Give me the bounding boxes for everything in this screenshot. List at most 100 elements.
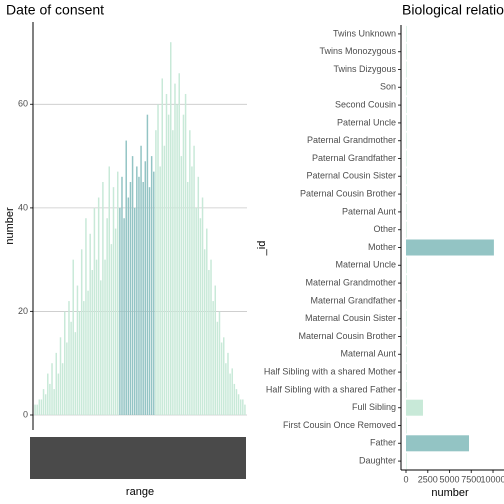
- bar: [222, 337, 225, 415]
- bar: [182, 114, 185, 415]
- x-tick-label: 5000: [440, 474, 460, 484]
- bar: [89, 233, 91, 415]
- y-tick-label: Maternal Cousin Brother: [298, 331, 396, 341]
- y-tick-label: Maternal Cousin Sister: [305, 313, 396, 323]
- y-axis-title: _id: [256, 241, 268, 257]
- bar: [68, 301, 70, 415]
- bar: [237, 394, 240, 415]
- bar: [136, 166, 138, 415]
- y-tick-label: Second Cousin: [335, 99, 396, 109]
- bar: [112, 187, 115, 415]
- bar: [70, 321, 72, 415]
- bar: [406, 399, 423, 416]
- bar: [61, 363, 64, 415]
- bar: [146, 114, 149, 415]
- bar: [406, 61, 407, 78]
- bar: [42, 389, 45, 415]
- y-tick-label: Son: [380, 82, 396, 92]
- bar: [406, 239, 494, 256]
- bar: [189, 130, 191, 415]
- bar: [85, 218, 87, 415]
- y-tick-label: Other: [373, 224, 396, 234]
- x-tick-label: 10000: [481, 474, 504, 484]
- bar: [129, 181, 132, 415]
- bar: [100, 280, 102, 415]
- bar: [227, 352, 229, 415]
- bar: [203, 249, 206, 415]
- y-tick-label: Daughter: [359, 455, 396, 465]
- bar: [195, 207, 197, 415]
- bar: [199, 218, 202, 415]
- bar: [201, 197, 204, 415]
- y-tick-label: Paternal Cousin Sister: [306, 171, 396, 181]
- bar: [197, 176, 200, 415]
- y-tick-label: 60: [18, 99, 28, 109]
- bar: [125, 140, 127, 415]
- bar: [406, 150, 407, 167]
- y-tick-label: Twins Monozygous: [319, 46, 396, 56]
- bar: [63, 311, 66, 415]
- bar: [163, 145, 166, 415]
- bar: [406, 275, 407, 292]
- bar: [406, 132, 407, 149]
- y-tick-label: Maternal Aunt: [340, 349, 396, 359]
- y-tick-label: Half Sibling with a shared Father: [266, 384, 396, 394]
- bar: [49, 383, 51, 415]
- bar: [38, 399, 41, 415]
- bar: [176, 104, 178, 415]
- bar: [212, 301, 214, 415]
- bar: [216, 321, 219, 415]
- bar: [406, 25, 407, 42]
- bar: [235, 389, 238, 415]
- bar: [180, 156, 183, 415]
- bar: [102, 181, 104, 415]
- bar: [104, 259, 106, 415]
- y-tick-label: First Cousin Once Removed: [283, 420, 396, 430]
- bar: [83, 301, 85, 415]
- bar: [406, 79, 407, 96]
- bar: [406, 328, 407, 345]
- bar: [155, 130, 157, 415]
- bar: [87, 290, 89, 415]
- x-tick-label: 2500: [418, 474, 438, 484]
- overlapping-x-labels: [30, 437, 246, 479]
- bar: [53, 389, 55, 415]
- bar: [110, 244, 113, 415]
- bar: [210, 259, 212, 415]
- bar: [157, 104, 159, 415]
- bar: [220, 342, 223, 415]
- x-tick-label: 0: [403, 474, 408, 484]
- bar: [97, 197, 100, 415]
- bar: [406, 114, 407, 131]
- bar: [121, 176, 123, 415]
- bar: [159, 166, 161, 415]
- bar: [93, 207, 96, 415]
- bar: [57, 373, 60, 415]
- bar: [184, 93, 187, 415]
- bar: [229, 373, 231, 415]
- bar: [169, 42, 172, 415]
- y-tick-label: Paternal Aunt: [342, 206, 397, 216]
- bar: [406, 453, 407, 470]
- bar: [167, 114, 170, 415]
- bar: [244, 404, 246, 415]
- bar: [406, 203, 407, 220]
- bar: [114, 228, 117, 415]
- bar: [55, 352, 58, 415]
- bar: [406, 97, 407, 114]
- bar: [174, 83, 176, 415]
- bar: [206, 228, 208, 415]
- bar: [131, 156, 134, 415]
- y-tick-label: Half Sibling with a shared Mother: [264, 366, 396, 376]
- y-tick-label: Father: [370, 438, 396, 448]
- bar: [106, 218, 108, 415]
- bar: [239, 399, 242, 415]
- bar: [406, 168, 407, 185]
- x-axis-title: range: [126, 486, 154, 498]
- y-tick-label: Maternal Grandmother: [305, 277, 396, 287]
- bar: [138, 176, 140, 415]
- y-tick-label: Paternal Grandfather: [312, 153, 396, 163]
- y-tick-label: 20: [18, 306, 28, 316]
- bar: [406, 346, 407, 363]
- chart-title: Biological relation: [402, 2, 504, 18]
